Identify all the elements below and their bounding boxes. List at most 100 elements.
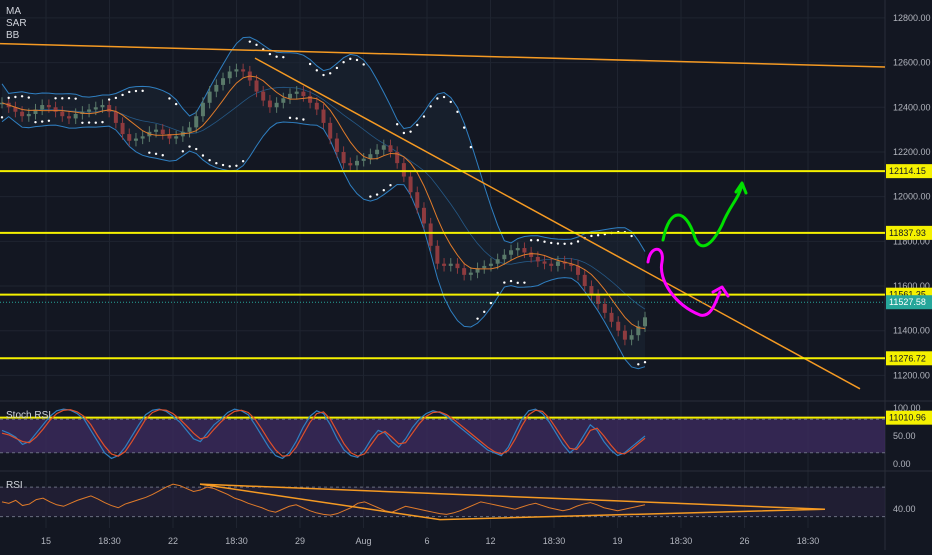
candle-body: [455, 263, 460, 269]
legend-bb[interactable]: BB: [6, 30, 20, 41]
candle-body: [87, 109, 92, 112]
sar-dot: [516, 281, 519, 285]
sar-dot: [483, 310, 486, 314]
candle-body: [174, 136, 179, 139]
rsi-series-line: [1, 483, 646, 516]
current-price-badge: [886, 295, 932, 310]
sar-dot: [302, 118, 305, 121]
legend-ma[interactable]: MA: [6, 6, 21, 17]
candle-body: [187, 127, 192, 132]
time-tick-label: 18:30: [543, 536, 566, 546]
candle-body: [154, 129, 159, 132]
candle-body: [294, 91, 299, 94]
candle-body: [33, 109, 38, 114]
time-tick-label: 18:30: [98, 536, 121, 546]
sar-dot: [536, 239, 540, 242]
sar-dot: [74, 97, 77, 100]
candle-body: [321, 109, 326, 123]
time-tick-label: 26: [739, 536, 749, 546]
candle-body: [462, 268, 467, 275]
trend-line-descending: [254, 57, 861, 390]
level-label: 12114.15: [889, 166, 926, 176]
sar-dot: [128, 90, 131, 94]
sar-dot: [40, 120, 44, 123]
sar-dot: [208, 158, 211, 162]
candle-body: [576, 265, 581, 275]
candle-body: [167, 134, 172, 139]
candle-body: [421, 207, 426, 224]
price-tick-label: 12800.00: [893, 13, 931, 23]
candle-body: [482, 265, 487, 269]
legend-sar[interactable]: SAR: [6, 18, 27, 29]
candle-body: [488, 263, 493, 266]
sar-dot: [342, 60, 345, 64]
candle-body: [535, 256, 540, 262]
time-tick-label: 18:30: [797, 536, 820, 546]
candle-body: [207, 91, 212, 103]
sar-dot: [315, 69, 319, 72]
candle-body: [395, 151, 400, 164]
sar-dot: [67, 96, 71, 100]
candle-body: [60, 111, 65, 117]
candle-body: [509, 250, 514, 255]
rsi-tick-label: 40.00: [893, 504, 916, 514]
sar-dot: [134, 89, 138, 93]
candle-body: [368, 154, 373, 159]
candle-body: [227, 71, 232, 79]
sar-dot: [248, 40, 252, 43]
sar-dot: [161, 154, 164, 157]
candle-body: [234, 69, 239, 72]
green-arrow-head: [734, 181, 748, 195]
candle-body: [334, 138, 339, 152]
sar-dot: [107, 98, 111, 101]
sar-dot: [637, 363, 640, 366]
candle-body: [113, 111, 118, 123]
candle-body: [401, 163, 406, 177]
sar-dot: [181, 150, 185, 153]
sar-dot: [469, 145, 473, 149]
stoch-tick-label: 50.00: [893, 431, 916, 441]
sar-dot: [462, 126, 466, 129]
time-tick-label: 19: [612, 536, 622, 546]
stoch-rsi-label: Stoch RSI: [6, 410, 52, 421]
candle-body: [361, 158, 366, 161]
candle-body: [127, 134, 132, 141]
time-tick-label: 18:30: [670, 536, 693, 546]
candle-body: [160, 129, 165, 135]
sar-dot: [476, 317, 479, 320]
level-label: 11561.35: [889, 290, 926, 300]
sar-dot: [268, 52, 272, 56]
sar-dot: [322, 73, 325, 77]
price-tick-label: 11800.00: [893, 236, 930, 246]
sar-dot: [27, 96, 30, 99]
magenta-arrow-head: [711, 285, 730, 298]
stoch-tick-label: 0.00: [893, 459, 911, 469]
price-tick-label: 11400.00: [893, 326, 930, 336]
sar-dot: [503, 281, 506, 284]
time-tick-label: 18:30: [225, 536, 248, 546]
candle-body: [20, 111, 25, 117]
time-tick-label: 29: [295, 536, 305, 546]
sar-dot: [529, 239, 533, 242]
time-tick-label: 22: [168, 536, 178, 546]
moving-average-line: [1, 75, 646, 329]
sar-dot: [389, 184, 392, 187]
candle-body: [107, 105, 112, 112]
sar-dot: [255, 43, 258, 47]
candle-body: [288, 93, 293, 99]
candle-body: [328, 122, 333, 139]
candle-body: [415, 192, 420, 208]
candle-body: [388, 145, 393, 152]
candle-body: [140, 136, 145, 139]
time-tick-label: Aug: [355, 536, 371, 546]
sar-dot: [288, 116, 292, 120]
sar-dot: [7, 96, 10, 100]
sar-dot: [148, 151, 151, 154]
candle-body: [26, 113, 31, 117]
candle-body: [569, 263, 574, 266]
sar-dot: [141, 89, 144, 93]
level-badge: [886, 410, 932, 425]
candle-body: [254, 80, 259, 92]
green-projection: [661, 183, 744, 248]
